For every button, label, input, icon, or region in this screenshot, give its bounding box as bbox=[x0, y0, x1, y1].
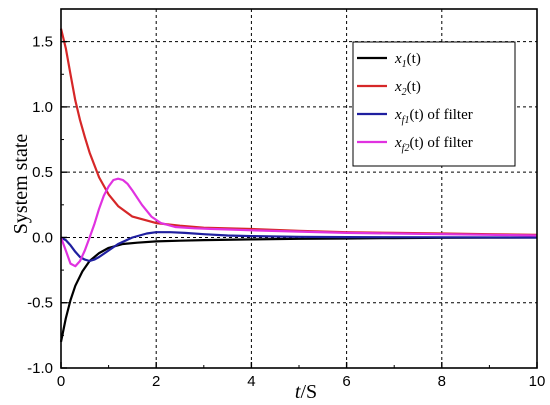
legend-label-4: xf2(t) of filter bbox=[394, 135, 473, 154]
x-tick-label: 6 bbox=[342, 373, 350, 390]
x-tick-label: 2 bbox=[152, 373, 160, 390]
legend-label-1: x1(t) bbox=[394, 51, 421, 70]
axis-ticks bbox=[60, 40, 538, 369]
y-tick-label: 1.0 bbox=[32, 99, 53, 116]
series-lines bbox=[59, 28, 538, 343]
x-tick-label: 4 bbox=[247, 373, 255, 390]
legend-label-3: xf1(t) of filter bbox=[394, 107, 473, 126]
legend-label-2: x2(t) bbox=[394, 79, 421, 98]
x-axis-label: t/S bbox=[295, 381, 317, 403]
x-tick-label: 0 bbox=[57, 373, 65, 390]
legend-box bbox=[352, 41, 516, 167]
tick-labels: 0 2 4 6 8 10 -1.0 -0.5 0.0 0.5 1.0 1.5 bbox=[27, 34, 545, 390]
y-tick-label: 1.5 bbox=[32, 34, 53, 51]
series-line-3 bbox=[60, 231, 538, 263]
y-tick-label: 0.0 bbox=[32, 229, 53, 246]
y-axis-label: System state bbox=[10, 134, 32, 235]
x-tick-label: 8 bbox=[438, 373, 446, 390]
series-line-1 bbox=[59, 236, 538, 343]
y-tick-label: -0.5 bbox=[27, 295, 53, 312]
x-axis-label-var: t bbox=[295, 381, 301, 403]
x-axis-label-unit: /S bbox=[300, 381, 317, 403]
y-tick-label: -1.0 bbox=[27, 360, 53, 377]
y-tick-label: 0.5 bbox=[32, 164, 53, 181]
legend: x1(t) x2(t) xf1(t) of filter xf2(t) of filt… bbox=[352, 41, 516, 167]
x-tick-label: 10 bbox=[529, 373, 546, 390]
series-line-4 bbox=[59, 177, 538, 268]
